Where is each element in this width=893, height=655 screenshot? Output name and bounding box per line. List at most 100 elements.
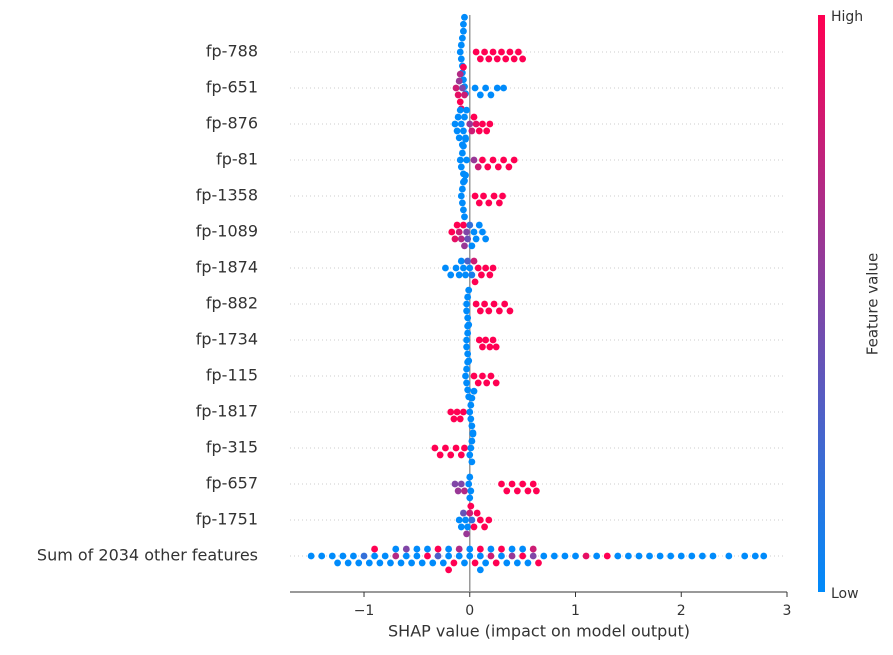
colorbar-high: High <box>831 9 863 25</box>
point <box>519 552 527 560</box>
point <box>462 135 469 143</box>
point <box>494 163 502 171</box>
point <box>451 120 459 128</box>
point <box>445 552 453 560</box>
point <box>452 444 460 452</box>
point <box>460 206 467 214</box>
point <box>448 228 456 236</box>
point <box>463 336 470 344</box>
point <box>460 142 467 150</box>
point <box>460 20 467 28</box>
point <box>492 559 500 567</box>
point <box>492 379 500 387</box>
point <box>464 350 472 358</box>
point <box>474 264 482 272</box>
point <box>461 113 468 121</box>
point <box>481 523 488 531</box>
point <box>355 559 363 567</box>
point <box>461 213 468 221</box>
point <box>460 509 467 517</box>
point <box>455 516 463 524</box>
point <box>473 509 481 517</box>
point <box>442 444 449 452</box>
point <box>505 163 513 171</box>
point <box>463 307 470 315</box>
point <box>470 228 478 236</box>
point <box>455 77 463 85</box>
point <box>467 415 475 423</box>
point <box>457 163 465 171</box>
point <box>479 372 486 380</box>
point <box>464 322 472 330</box>
point <box>456 48 464 56</box>
point <box>466 545 474 553</box>
point <box>483 127 491 135</box>
point <box>452 84 460 92</box>
y-tick-label: fp-1874 <box>196 258 258 277</box>
point <box>656 552 664 560</box>
point <box>465 480 473 488</box>
point <box>479 228 486 236</box>
point <box>447 408 455 416</box>
point <box>482 235 490 243</box>
point <box>500 156 508 164</box>
point <box>453 221 461 229</box>
point <box>381 552 389 560</box>
point <box>484 163 492 171</box>
point <box>498 545 505 553</box>
point <box>463 343 470 351</box>
point <box>455 545 463 553</box>
point <box>470 387 478 395</box>
point <box>472 235 480 243</box>
point <box>458 34 466 42</box>
point <box>455 228 463 236</box>
point <box>464 235 472 243</box>
point <box>474 163 482 171</box>
point <box>468 242 476 250</box>
colorbar-label: Feature value <box>864 253 882 355</box>
point <box>424 552 431 560</box>
point <box>513 487 521 495</box>
point <box>445 545 453 553</box>
point <box>506 48 514 56</box>
point <box>468 516 476 524</box>
point <box>471 192 479 200</box>
y-tick-label: fp-882 <box>206 294 258 313</box>
point <box>466 552 474 560</box>
point <box>493 55 501 63</box>
point <box>490 300 498 308</box>
x-axis-label: SHAP value (impact on model output) <box>388 622 690 641</box>
point <box>485 516 493 524</box>
point <box>413 552 421 560</box>
point <box>495 199 503 207</box>
colorbar <box>818 15 825 592</box>
point <box>461 13 468 21</box>
point <box>462 271 469 279</box>
point <box>482 336 490 344</box>
point <box>466 509 474 517</box>
point <box>463 156 470 164</box>
point <box>475 199 483 207</box>
point <box>492 343 500 351</box>
point <box>476 91 484 99</box>
point <box>458 149 466 157</box>
point <box>447 271 455 279</box>
point <box>436 451 444 459</box>
point <box>572 552 579 560</box>
point <box>582 552 590 560</box>
point <box>468 271 476 279</box>
point <box>529 545 537 553</box>
point <box>503 559 511 567</box>
point <box>529 480 537 488</box>
point <box>519 545 527 553</box>
x-tick-label: −1 <box>354 603 375 619</box>
point <box>328 552 336 560</box>
point <box>466 221 474 229</box>
point <box>487 552 495 560</box>
point <box>453 408 461 416</box>
point <box>486 271 494 279</box>
point <box>475 221 483 229</box>
point <box>461 444 468 452</box>
